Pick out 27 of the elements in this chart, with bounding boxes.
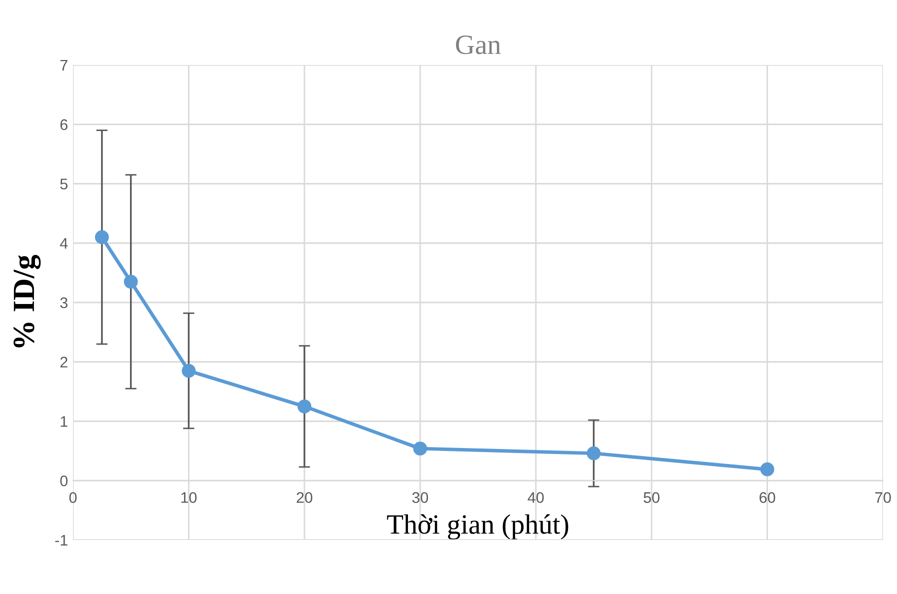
point (124, 274, 138, 289)
x-tick-label: 50 (644, 492, 660, 503)
y-tick-label: 5 (60, 178, 68, 190)
x-tick-label: 10 (181, 492, 197, 503)
point (94, 230, 109, 244)
y-tick-label: 4 (60, 238, 68, 249)
point (413, 442, 428, 456)
x-axis-title: Thời gian (phút) (387, 514, 568, 540)
point (182, 364, 196, 378)
x-tick-label: 20 (296, 492, 312, 503)
y-axis-title: % ID/g (14, 254, 41, 348)
chart-title: Gan (456, 35, 501, 54)
x-tick-label: 70 (875, 492, 891, 503)
y-tick-label: 0 (60, 475, 68, 486)
y-tick-label: 3 (60, 297, 68, 308)
y-tick-label: -1 (55, 535, 68, 546)
x-tick-label: 60 (760, 492, 776, 503)
point (760, 462, 774, 476)
y-tick-label: 2 (60, 356, 68, 368)
point (586, 446, 601, 460)
y-tick-label: 6 (60, 119, 68, 130)
x-tick-label: 40 (528, 492, 544, 503)
point (297, 399, 312, 414)
x-tick-label: 0 (69, 492, 77, 503)
y-tick-label: 7 (60, 60, 68, 71)
y-tick-label: 1 (60, 416, 68, 427)
x-tick-label: 30 (412, 492, 428, 503)
